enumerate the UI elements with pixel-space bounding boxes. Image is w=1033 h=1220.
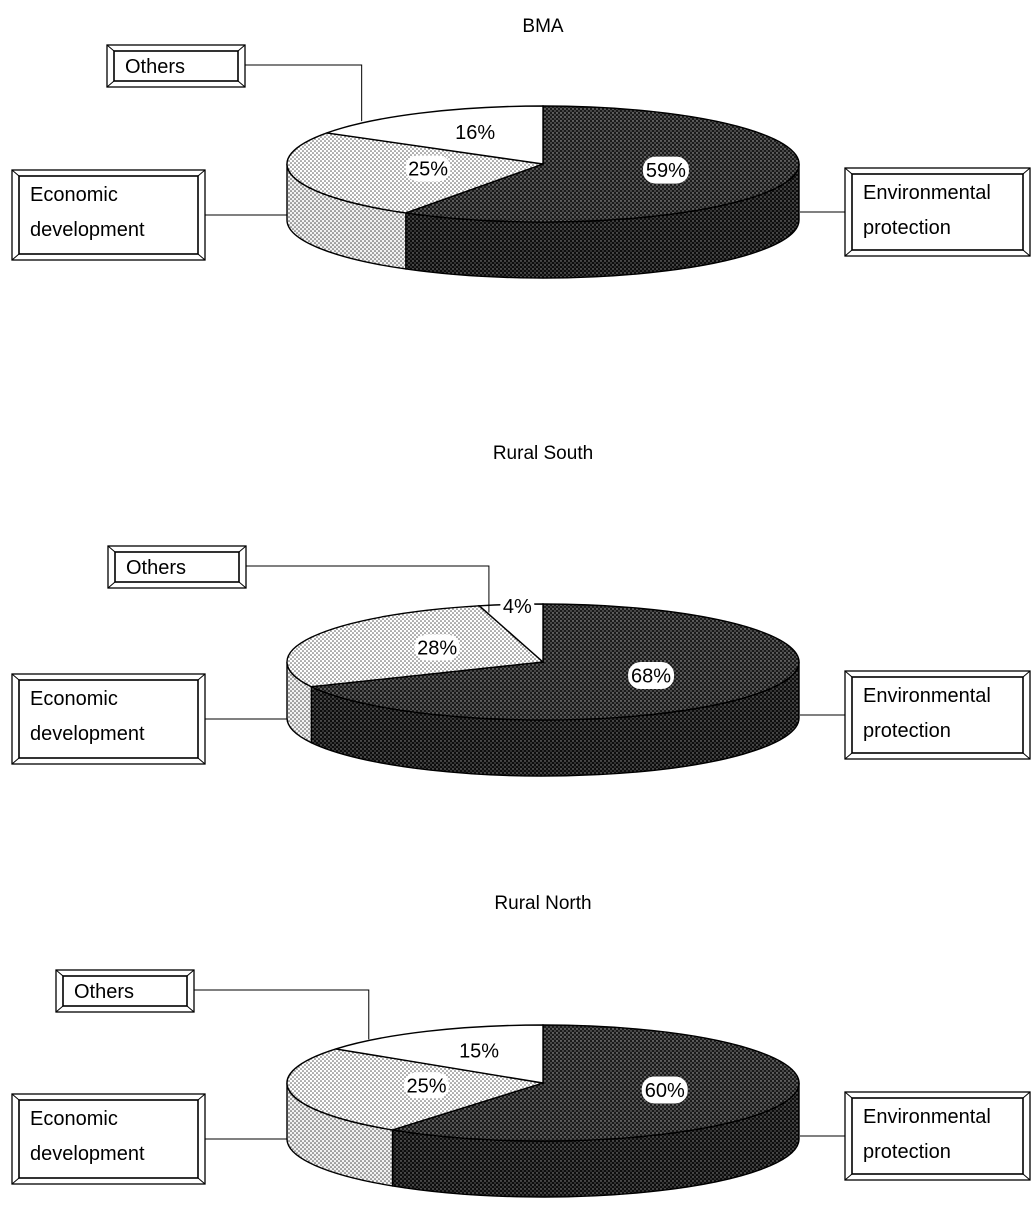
value-label-environmental-text: 60% (645, 1080, 685, 1102)
value-label-environmental: 59% (643, 157, 688, 183)
chart-title: Rural South (493, 443, 593, 464)
value-label-others: 16% (453, 119, 498, 145)
others-label-box: Others (108, 546, 246, 588)
economic-development-label-box-line-1: Economic (30, 184, 118, 206)
others-label-box-line-1: Others (126, 557, 186, 579)
value-label-others-text: 16% (455, 122, 495, 144)
economic-development-label-box-line-1: Economic (30, 1108, 118, 1130)
value-label-environmental: 60% (642, 1077, 687, 1103)
others-label-box: Others (56, 970, 194, 1012)
value-label-economic: 28% (415, 635, 460, 661)
environmental-protection-label-box-line-1: Environmental (863, 685, 991, 707)
value-label-economic-text: 25% (408, 158, 448, 180)
value-label-economic: 25% (406, 155, 451, 181)
value-label-others-text: 15% (459, 1041, 499, 1063)
environmental-protection-label-box: Environmental protection (845, 671, 1030, 759)
economic-development-label-box-line-2: development (30, 1143, 145, 1165)
value-label-others: 15% (457, 1038, 502, 1064)
economic-development-label-box: Economic development (12, 170, 205, 260)
leader-line-others (245, 65, 362, 121)
environmental-protection-label-box-line-2: protection (863, 217, 951, 239)
value-label-environmental-text: 68% (631, 666, 671, 688)
value-label-environmental: 68% (629, 663, 674, 689)
value-label-economic: 25% (404, 1073, 449, 1099)
chart-title: BMA (522, 16, 564, 37)
economic-development-label-box: Economic development (12, 1094, 205, 1184)
others-label-box: Others (107, 45, 245, 87)
leader-line-others (194, 990, 369, 1039)
leader-line-others (246, 566, 489, 612)
value-label-environmental-text: 59% (646, 160, 686, 182)
chart-title: Rural North (494, 893, 591, 914)
environmental-protection-label-box-line-1: Environmental (863, 182, 991, 204)
pie-chart-1: BMA 59% 25% 16% Others Economic development Env… (12, 16, 1030, 278)
pie-chart-2: Rural South 68% 28% 4% Others Economic develop… (12, 443, 1030, 776)
environmental-protection-label-box-line-2: protection (863, 720, 951, 742)
environmental-protection-label-box: Environmental protection (845, 1092, 1030, 1180)
economic-development-label-box-line-2: development (30, 219, 145, 241)
value-label-others-text: 4% (503, 596, 532, 618)
environmental-protection-label-box-line-2: protection (863, 1141, 951, 1163)
environmental-protection-label-box-line-1: Environmental (863, 1106, 991, 1128)
pie-chart-3: Rural North 60% 25% 15% Others Economic develo… (12, 893, 1030, 1197)
value-label-others: 4% (500, 593, 534, 619)
economic-development-label-box: Economic development (12, 674, 205, 764)
others-label-box-line-1: Others (74, 981, 134, 1003)
others-label-box-line-1: Others (125, 56, 185, 78)
environmental-protection-label-box: Environmental protection (845, 168, 1030, 256)
value-label-economic-text: 28% (417, 638, 457, 660)
economic-development-label-box-line-1: Economic (30, 688, 118, 710)
economic-development-label-box-line-2: development (30, 723, 145, 745)
value-label-economic-text: 25% (407, 1076, 447, 1098)
